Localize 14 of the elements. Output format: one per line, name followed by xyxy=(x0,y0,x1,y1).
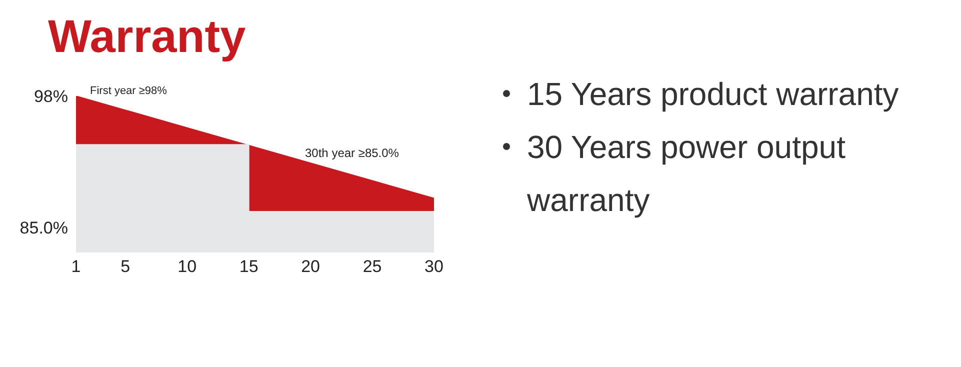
annotation: 30th year ≥85.0% xyxy=(305,146,399,160)
x-tick-label: 1 xyxy=(71,257,81,276)
y-tick-label: 85.0% xyxy=(20,218,68,238)
annotation: First year ≥98% xyxy=(90,85,167,97)
chart-title: Warranty xyxy=(48,9,246,64)
x-tick-label: 20 xyxy=(301,257,320,276)
y-tick-label: 98% xyxy=(34,87,68,106)
x-tick-label: 15 xyxy=(239,257,258,276)
x-tick-label: 30 xyxy=(424,257,444,276)
x-tick-label: 5 xyxy=(120,257,130,276)
x-tick-label: 25 xyxy=(362,257,382,276)
text: 15 Years product warranty xyxy=(527,75,900,114)
x-tick-label: 10 xyxy=(178,257,197,276)
text: 30 Years power output warranty xyxy=(527,128,846,220)
